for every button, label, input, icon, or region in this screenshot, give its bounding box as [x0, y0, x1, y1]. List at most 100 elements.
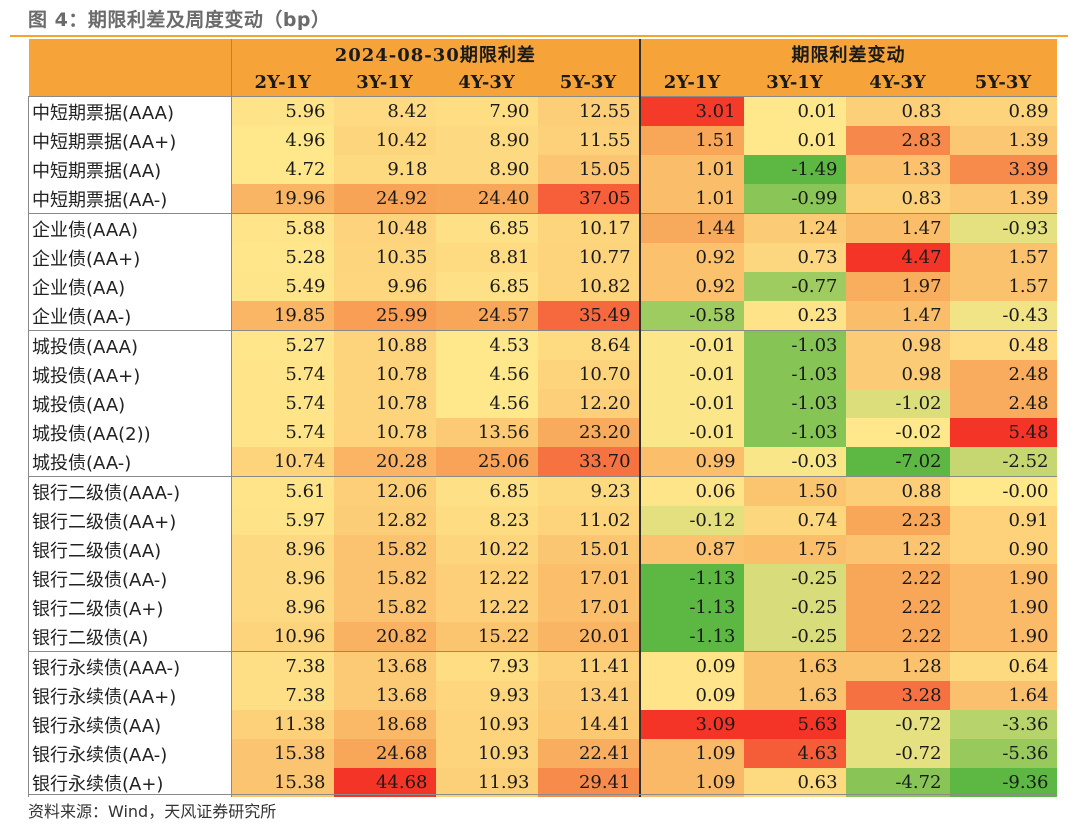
- figure-title-row: 图 4：期限利差及周度变动（bp）: [28, 4, 331, 32]
- spread-cell: 37.05: [537, 184, 641, 214]
- table-row: 中短期票据(AAA) 5.96 8.42 7.90 12.55 3.01 0.01 0.83 0…: [28, 96, 1057, 126]
- row-label: 企业债(AA+): [28, 243, 232, 272]
- spread-cell: 6.85: [435, 272, 538, 301]
- spread-cell: 10.93: [435, 739, 538, 768]
- change-cell: 0.91: [949, 506, 1057, 535]
- change-cell: 3.28: [845, 681, 950, 710]
- change-cell: 1.64: [949, 681, 1057, 710]
- row-label: 城投债(AAA): [28, 330, 232, 360]
- spread-cell: 17.01: [537, 593, 641, 622]
- change-cell: 1.75: [743, 535, 846, 564]
- spread-cell: 14.41: [537, 710, 641, 739]
- spread-cell: 8.42: [333, 96, 436, 126]
- change-cell: 1.44: [639, 213, 744, 243]
- change-cell: -0.00: [949, 476, 1057, 506]
- spread-cell: 11.55: [537, 126, 641, 155]
- change-cell: -1.03: [743, 330, 846, 360]
- spread-cell: 6.85: [435, 476, 538, 506]
- spread-cell: 10.22: [435, 535, 538, 564]
- spread-cell: 13.56: [435, 418, 538, 447]
- table-row: 企业债(AAA) 5.88 10.48 6.85 10.17 1.44 1.24 1.47 -0…: [28, 213, 1057, 243]
- spread-cell: 35.49: [537, 301, 641, 331]
- change-cell: 0.98: [845, 360, 950, 389]
- spread-cell: 19.96: [231, 184, 334, 214]
- change-cell: 2.23: [845, 506, 950, 535]
- spread-cell: 8.23: [435, 506, 538, 535]
- change-cell: 1.39: [949, 184, 1057, 214]
- spread-cell: 10.70: [537, 360, 641, 389]
- spread-cell: 10.77: [537, 243, 641, 272]
- spread-cell: 8.64: [537, 330, 641, 360]
- row-label: 城投债(AA): [28, 389, 232, 418]
- change-cell: 4.47: [845, 243, 950, 272]
- table-row: 银行二级债(AAA-) 5.61 12.06 6.85 9.23 0.06 1.50 0.88…: [28, 476, 1057, 506]
- change-cell: 1.90: [949, 593, 1057, 622]
- change-cell: -0.12: [639, 506, 744, 535]
- change-cell: 1.09: [639, 768, 744, 797]
- spread-cell: 11.93: [435, 768, 538, 797]
- spread-cell: 12.82: [333, 506, 436, 535]
- table-row: 企业债(AA) 5.49 9.96 6.85 10.82 0.92 -0.77 1.97 1.5…: [28, 272, 1057, 301]
- row-label: 中短期票据(AA-): [28, 184, 232, 214]
- row-label: 银行永续债(AAA-): [28, 651, 232, 681]
- spread-cell: 4.56: [435, 389, 538, 418]
- change-cell: 1.57: [949, 243, 1057, 272]
- row-label: 银行永续债(AA+): [28, 681, 232, 710]
- row-label: 银行二级债(AA+): [28, 506, 232, 535]
- spread-cell: 5.61: [231, 476, 334, 506]
- spread-cell: 7.38: [231, 681, 334, 710]
- change-cell: -0.58: [639, 301, 744, 331]
- spread-cell: 11.02: [537, 506, 641, 535]
- spread-cell: 15.05: [537, 155, 641, 184]
- spread-cell: 9.23: [537, 476, 641, 506]
- table-row: 银行二级债(A+) 8.96 15.82 12.22 17.01 -1.13 -0.25 2.…: [28, 593, 1057, 622]
- table-row: 银行二级债(AA) 8.96 15.82 10.22 15.01 0.87 1.75 1.22…: [28, 535, 1057, 564]
- spread-cell: 4.96: [231, 126, 334, 155]
- change-cell: -0.25: [743, 564, 846, 593]
- change-cell: -0.02: [845, 418, 950, 447]
- row-label: 城投债(AA+): [28, 360, 232, 389]
- spread-cell: 8.90: [435, 155, 538, 184]
- spread-cell: 29.41: [537, 768, 641, 797]
- spread-cell: 10.88: [333, 330, 436, 360]
- change-cell: 0.01: [743, 96, 846, 126]
- change-cell: -0.72: [845, 710, 950, 739]
- spread-cell: 5.74: [231, 389, 334, 418]
- table-row: 企业债(AA-) 19.85 25.99 24.57 35.49 -0.58 0.23 1.4…: [28, 301, 1057, 331]
- change-cell: 0.06: [639, 476, 744, 506]
- change-cell: -0.77: [743, 272, 846, 301]
- spread-cell: 15.82: [333, 593, 436, 622]
- column-header: 3Y-1Y: [333, 68, 436, 97]
- change-cell: 0.83: [845, 184, 950, 214]
- row-label: 银行永续债(AA-): [28, 739, 232, 768]
- change-cell: 0.98: [845, 330, 950, 360]
- table-row: 企业债(AA+) 5.28 10.35 8.81 10.77 0.92 0.73 4.47 1.…: [28, 243, 1057, 272]
- change-cell: -0.01: [639, 389, 744, 418]
- term-spread-table: 2024-08-30期限利差 期限利差变动 2Y-1Y 3Y-1Y 4Y-3Y …: [28, 39, 1057, 797]
- spread-cell: 12.22: [435, 564, 538, 593]
- spread-cell: 10.78: [333, 418, 436, 447]
- column-header: 2Y-1Y: [231, 68, 334, 97]
- table-row: 城投债(AA+) 5.74 10.78 4.56 10.70 -0.01 -1.03 0.98…: [28, 360, 1057, 389]
- change-cell: -0.99: [743, 184, 846, 214]
- spread-cell: 5.74: [231, 418, 334, 447]
- change-cell: -1.13: [639, 593, 744, 622]
- change-cell: -0.43: [949, 301, 1057, 331]
- spread-cell: 7.93: [435, 651, 538, 681]
- spread-cell: 24.57: [435, 301, 538, 331]
- spread-cell: 5.74: [231, 360, 334, 389]
- change-cell: 3.09: [639, 710, 744, 739]
- row-label: 企业债(AAA): [28, 213, 232, 243]
- spread-cell: 10.17: [537, 213, 641, 243]
- spread-cell: 12.55: [537, 96, 641, 126]
- row-label: 银行二级债(AA-): [28, 564, 232, 593]
- change-cell: -0.25: [743, 622, 846, 652]
- row-label: 银行永续债(AA): [28, 710, 232, 739]
- change-cell: 1.39: [949, 126, 1057, 155]
- table-row: 银行永续债(AA-) 15.38 24.68 10.93 22.41 1.09 4.63 -0…: [28, 739, 1057, 768]
- group-header-spread: 2024-08-30期限利差: [231, 39, 641, 68]
- change-cell: 0.87: [639, 535, 744, 564]
- spread-cell: 33.70: [537, 447, 641, 477]
- spread-cell: 15.82: [333, 564, 436, 593]
- spread-cell: 24.92: [333, 184, 436, 214]
